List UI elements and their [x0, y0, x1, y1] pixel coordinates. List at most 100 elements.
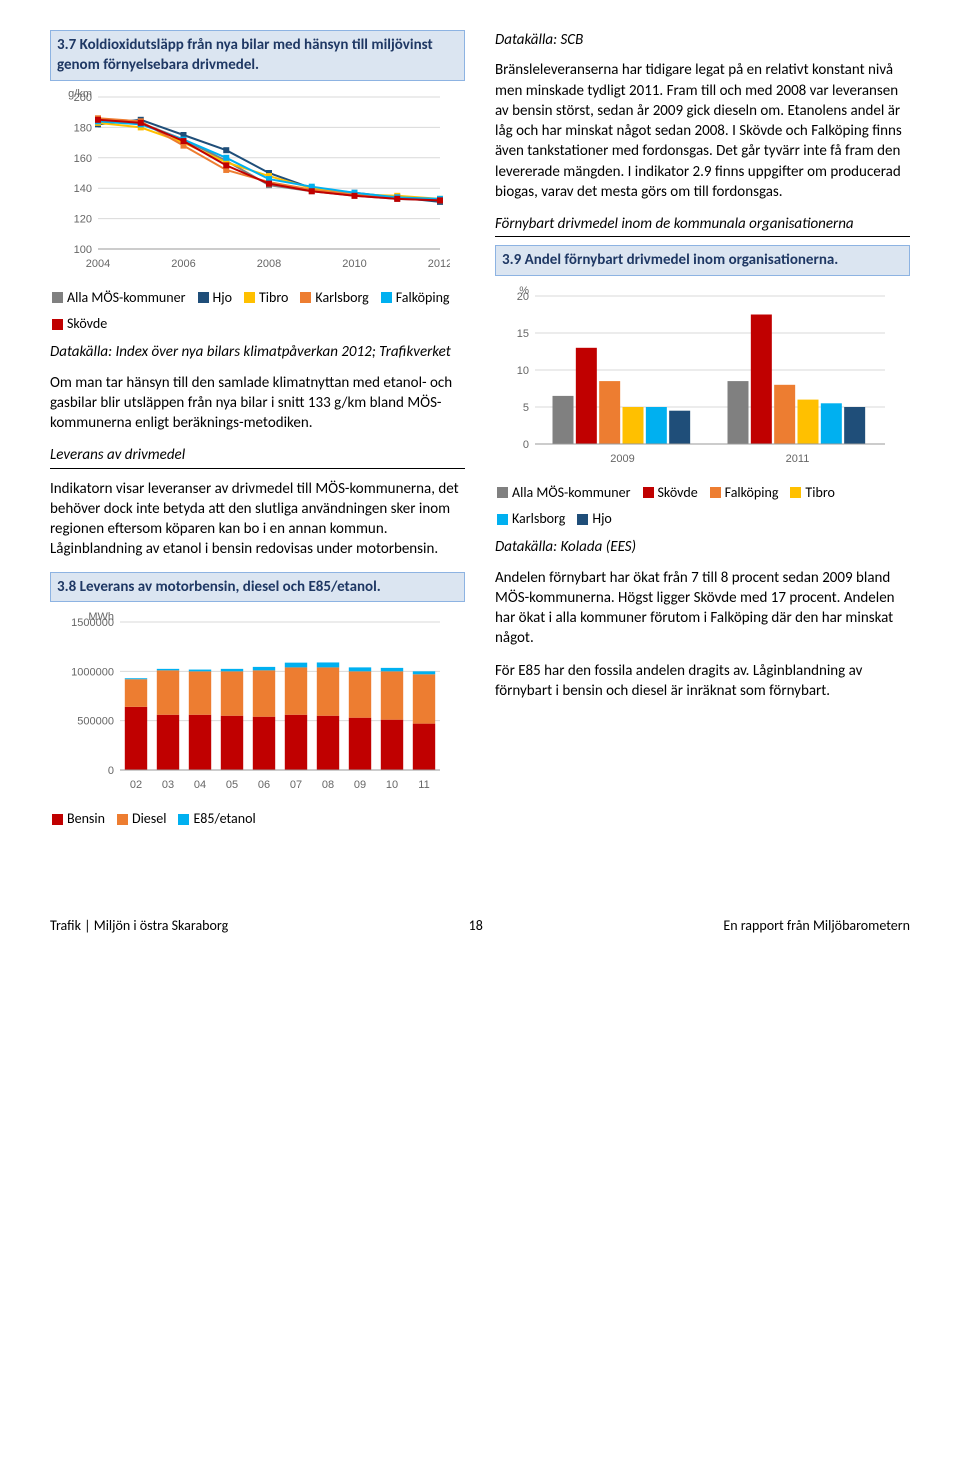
- legend-swatch: [300, 292, 311, 303]
- footer-left: Trafik | Miljön i östra Skaraborg: [50, 917, 228, 936]
- legend-swatch: [117, 814, 128, 825]
- svg-text:2004: 2004: [86, 258, 110, 270]
- svg-text:%: %: [519, 285, 529, 297]
- para-scb: Bränsleleveranserna har tidigare legat p…: [495, 60, 910, 202]
- legend-label: Falköping: [725, 484, 779, 503]
- svg-text:MWh: MWh: [88, 611, 114, 623]
- legend-label: E85/etanol: [193, 810, 255, 829]
- svg-text:180: 180: [74, 122, 92, 134]
- legend-item: Skövde: [643, 484, 698, 503]
- svg-text:05: 05: [226, 779, 238, 791]
- legend-item: Bensin: [52, 810, 105, 829]
- svg-text:0: 0: [108, 765, 114, 777]
- legend-label: Tibro: [805, 484, 834, 503]
- chart-38-legend: Bensin Diesel E85/etanol: [50, 804, 465, 831]
- legend-label: Karlsborg: [315, 289, 368, 308]
- legend-label: Falköping: [396, 289, 450, 308]
- legend-swatch: [52, 292, 63, 303]
- chart-39: 05101520%20092011: [495, 280, 910, 472]
- svg-text:10: 10: [386, 779, 398, 791]
- legend-item: Tibro: [244, 289, 288, 308]
- chart-39-title: 3.9 Andel förnybart drivmedel inom organ…: [495, 245, 910, 275]
- legend-swatch: [497, 487, 508, 498]
- legend-swatch: [381, 292, 392, 303]
- divider: [495, 236, 910, 237]
- svg-text:10: 10: [517, 365, 529, 377]
- legend-label: Hjo: [213, 289, 232, 308]
- chart-38: 050000010000001500000MWh0203040506070809…: [50, 606, 465, 798]
- svg-text:2009: 2009: [610, 453, 634, 465]
- legend-item: Skövde: [52, 315, 107, 334]
- legend-item: Alla MÖS-kommuner: [52, 289, 186, 308]
- svg-text:15: 15: [517, 328, 529, 340]
- legend-swatch: [790, 487, 801, 498]
- legend-item: Tibro: [790, 484, 834, 503]
- svg-text:11: 11: [418, 779, 429, 791]
- legend-swatch: [178, 814, 189, 825]
- chart-39-legend: Alla MÖS-kommuner Skövde Falköping Tibro Kar…: [495, 478, 910, 532]
- legend-item: Karlsborg: [497, 510, 565, 529]
- svg-text:06: 06: [258, 779, 270, 791]
- legend-label: Diesel: [132, 810, 166, 829]
- legend-item: E85/etanol: [178, 810, 255, 829]
- svg-text:04: 04: [194, 779, 206, 791]
- legend-swatch: [198, 292, 209, 303]
- chart-39-source: Datakälla: Kolada (EES): [495, 537, 910, 557]
- para-39b: För E85 har den fossila andelen dragits …: [495, 661, 910, 702]
- svg-text:09: 09: [354, 779, 366, 791]
- svg-text:5: 5: [523, 402, 529, 414]
- svg-text:08: 08: [322, 779, 334, 791]
- footer-right: En rapport från Miljöbarometern: [723, 917, 910, 936]
- svg-text:120: 120: [74, 213, 92, 225]
- para-39a: Andelen förnybart har ökat från 7 till 8…: [495, 568, 910, 649]
- legend-item: Karlsborg: [300, 289, 368, 308]
- svg-text:160: 160: [74, 152, 92, 164]
- legend-item: Hjo: [198, 289, 232, 308]
- svg-text:07: 07: [290, 779, 302, 791]
- legend-label: Hjo: [592, 510, 611, 529]
- legend-item: Falköping: [710, 484, 779, 503]
- chart-37-title: 3.7 Koldioxidutsläpp från nya bilar med …: [50, 30, 465, 81]
- chart-37-source: Datakälla: Index över nya bilars klimatp…: [50, 342, 465, 362]
- svg-text:100: 100: [74, 244, 92, 256]
- divider: [50, 468, 465, 469]
- legend-item: Alla MÖS-kommuner: [497, 484, 631, 503]
- legend-swatch: [577, 514, 588, 525]
- legend-label: Alla MÖS-kommuner: [67, 289, 186, 308]
- legend-label: Tibro: [259, 289, 288, 308]
- subhead-leverans: Leverans av drivmedel: [50, 445, 465, 465]
- svg-text:2008: 2008: [257, 258, 281, 270]
- chart-37-legend: Alla MÖS-kommuner Hjo Tibro Karlsborg Falköp…: [50, 283, 465, 337]
- svg-text:g/km: g/km: [68, 88, 92, 100]
- legend-label: Karlsborg: [512, 510, 565, 529]
- legend-label: Bensin: [67, 810, 105, 829]
- footer-page-number: 18: [469, 917, 483, 936]
- svg-text:140: 140: [74, 183, 92, 195]
- legend-item: Diesel: [117, 810, 166, 829]
- svg-text:03: 03: [162, 779, 174, 791]
- svg-text:02: 02: [130, 779, 142, 791]
- source-scb: Datakälla: SCB: [495, 30, 910, 50]
- legend-label: Alla MÖS-kommuner: [512, 484, 631, 503]
- legend-item: Falköping: [381, 289, 450, 308]
- svg-text:1000000: 1000000: [71, 666, 114, 678]
- svg-text:0: 0: [523, 439, 529, 451]
- chart-37: 10012014016018020020042006200820102012g/…: [50, 85, 465, 277]
- page-footer: Trafik | Miljön i östra Skaraborg 18 En …: [50, 911, 910, 936]
- legend-swatch: [643, 487, 654, 498]
- svg-text:2006: 2006: [171, 258, 195, 270]
- legend-item: Hjo: [577, 510, 611, 529]
- svg-text:2012: 2012: [428, 258, 450, 270]
- subhead-fornybart: Förnybart drivmedel inom de kommunala or…: [495, 214, 910, 234]
- legend-label: Skövde: [658, 484, 698, 503]
- legend-swatch: [244, 292, 255, 303]
- legend-swatch: [710, 487, 721, 498]
- legend-label: Skövde: [67, 315, 107, 334]
- legend-swatch: [52, 319, 63, 330]
- svg-text:2010: 2010: [342, 258, 366, 270]
- svg-text:2011: 2011: [786, 453, 810, 465]
- para-leverans: Indikatorn visar leveranser av drivmedel…: [50, 479, 465, 560]
- chart-38-title: 3.8 Leverans av motorbensin, diesel och …: [50, 572, 465, 602]
- para-37: Om man tar hänsyn till den samlade klima…: [50, 373, 465, 434]
- legend-swatch: [52, 814, 63, 825]
